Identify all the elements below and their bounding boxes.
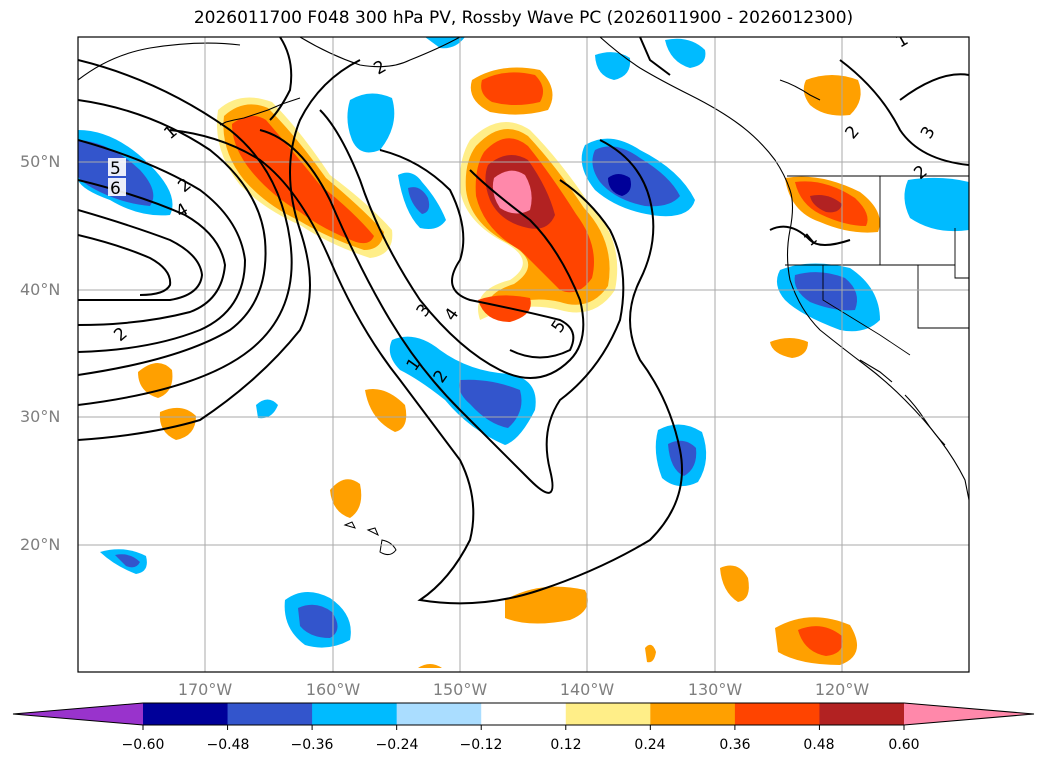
colorbar-cell [650,703,736,725]
colorbar-cell [312,703,398,725]
lat-label: 30°N [20,407,61,426]
political-boundaries [785,175,969,356]
colorbar-max-extension [904,703,1034,725]
colorbar-tick-label: 0.48 [803,737,835,753]
colorbar-tick-label: 0.24 [634,737,666,753]
colorbar-cell [565,703,651,725]
colorbar-tick-label: −0.12 [459,737,503,753]
negative-anomaly-shading [78,37,969,648]
hawaii-islands [343,521,397,556]
positive-anomaly-shading [138,67,880,668]
colorbar-cell [143,703,229,725]
colorbar-tick-label: −0.36 [290,737,334,753]
map-plot-area: 5 6 2 4 2 1 3 4 5 1 2 1 3 1 2 2 2 [78,37,969,672]
colorbar-tick-label: −0.48 [206,737,250,753]
colorbar-cell [227,703,313,725]
colorbar-tick-label: 0.60 [888,737,920,753]
lon-label: 150°W [432,680,488,699]
gridlines [78,37,969,672]
colorbar-tick-label: 0.36 [719,737,751,753]
contour-label: 5 [110,159,121,179]
colorbar-min-extension [13,703,143,725]
lon-label: 140°W [559,680,615,699]
lat-label: 50°N [20,152,61,171]
pv-contours [78,37,969,605]
lon-label: 120°W [814,680,870,699]
lat-label: 40°N [20,280,61,299]
colorbar-cell [819,703,905,725]
lat-label: 20°N [20,535,61,554]
colorbar [12,702,1035,730]
contour-label: 6 [110,179,121,199]
colorbar-cell [481,703,567,725]
colorbar-cell [734,703,820,725]
map-title: 2026011700 F048 300 hPa PV, Rossby Wave … [193,8,854,28]
colorbar-tick-label: −0.24 [375,737,419,753]
colorbar-tick-label: −0.60 [121,737,165,753]
lon-label: 130°W [687,680,743,699]
map-frame [77,36,970,673]
lon-label: 170°W [177,680,233,699]
lon-label: 160°W [305,680,361,699]
colorbar-tick-label: 0.12 [550,737,582,753]
colorbar-cell [396,703,482,725]
